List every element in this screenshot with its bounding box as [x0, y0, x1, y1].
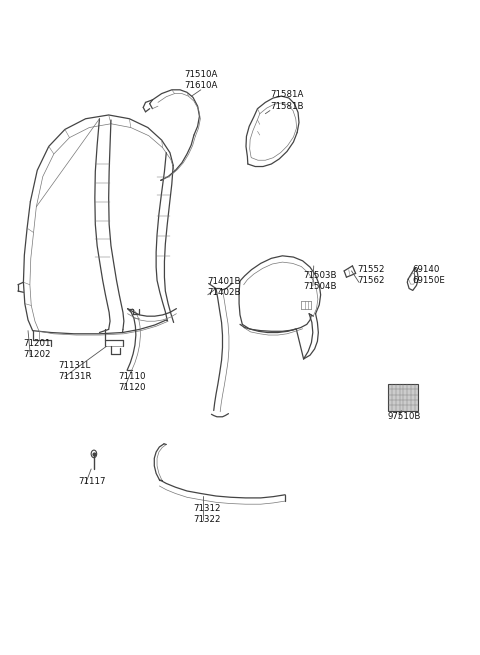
Text: 71117: 71117 [79, 477, 106, 486]
Text: 71581A
71581B: 71581A 71581B [270, 90, 303, 111]
Text: 71201
71202: 71201 71202 [24, 339, 51, 359]
Text: 71503B
71504B: 71503B 71504B [303, 271, 336, 291]
Text: 97510B: 97510B [387, 411, 421, 421]
Text: 71510A
71610A: 71510A 71610A [184, 69, 217, 90]
Bar [388, 384, 419, 411]
Text: 71401B
71402B: 71401B 71402B [207, 277, 240, 297]
Text: 71110
71120: 71110 71120 [118, 371, 145, 392]
Text: 69140
69150E: 69140 69150E [413, 265, 445, 285]
Text: 71131L
71131R: 71131L 71131R [58, 361, 92, 381]
Text: 71312
71322: 71312 71322 [193, 504, 220, 524]
Text: 71552
71562: 71552 71562 [358, 265, 385, 285]
